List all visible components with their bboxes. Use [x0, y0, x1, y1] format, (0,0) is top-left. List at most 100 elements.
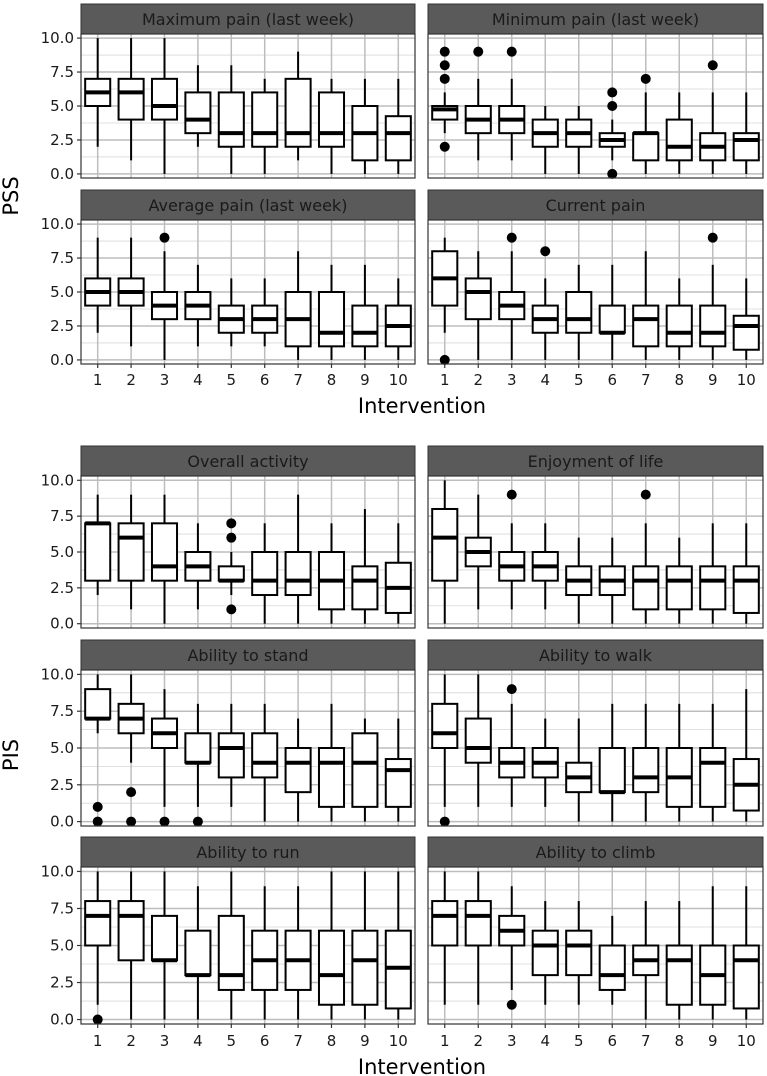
- box-9: [351, 718, 379, 822]
- box-iqr: [431, 702, 459, 750]
- y-tick-label: 7.5: [50, 249, 74, 267]
- facet-panel: Ability to walk: [427, 639, 764, 827]
- box-1: [431, 871, 459, 1005]
- y-tick-label: 5.0: [50, 543, 74, 561]
- y-axis-title: PSS: [0, 176, 23, 215]
- box-9: [351, 78, 379, 174]
- x-tick-label: 9: [708, 1032, 718, 1050]
- x-tick-label: 3: [160, 371, 170, 389]
- box-iqr: [150, 77, 179, 121]
- y-tick-label: 7.5: [50, 899, 74, 917]
- box-iqr: [732, 944, 760, 1010]
- outlier-point: [439, 60, 450, 71]
- x-tick-label: 10: [389, 371, 408, 389]
- box-7: [632, 901, 660, 1020]
- x-tick-label: 5: [574, 371, 584, 389]
- x-tick-label: 5: [227, 371, 237, 389]
- facet-panel: Ability to stand 0.0 2.5 5.0 7.5 10.0: [41, 639, 416, 831]
- box-6: [598, 915, 626, 1005]
- box-iqr: [565, 291, 593, 334]
- box-iqr: [351, 304, 379, 348]
- box-iqr: [84, 688, 112, 720]
- x-axis-title: Intervention: [358, 1055, 486, 1076]
- outlier-point: [640, 73, 651, 84]
- box-6: [598, 537, 626, 624]
- box-9: [351, 508, 379, 624]
- box-3: [498, 489, 526, 610]
- panel-border: [427, 475, 764, 629]
- y-tick-label: 2.5: [50, 974, 74, 992]
- outlier-point: [540, 246, 551, 257]
- x-tick-label: 5: [574, 1032, 584, 1050]
- box-iqr: [699, 304, 727, 348]
- box-iqr: [351, 565, 379, 611]
- outlier-point: [707, 232, 718, 243]
- facet-strip: [80, 639, 416, 671]
- facet-title: Minimum pain (last week): [492, 10, 699, 29]
- box-1: [431, 480, 459, 624]
- box-9: [699, 60, 727, 174]
- box-9: [699, 886, 727, 1020]
- panel-border: [427, 33, 764, 179]
- outlier-point: [506, 46, 517, 57]
- y-tick-label: 5.0: [50, 739, 74, 757]
- outlier-point: [439, 816, 450, 827]
- facet-title: Overall activity: [187, 452, 308, 471]
- box-2: [464, 674, 492, 807]
- box-4: [184, 523, 212, 610]
- box-1: [84, 237, 112, 333]
- box-1: [431, 237, 459, 365]
- box-10: [384, 871, 412, 1020]
- facet-panel: Ability to climb 1 2 3 4 5 6 7 8 9 10: [427, 836, 764, 1050]
- box-3: [498, 886, 526, 1010]
- outlier-point: [607, 87, 618, 98]
- box-iqr: [217, 91, 245, 148]
- box-iqr: [732, 314, 760, 351]
- outlier-point: [506, 684, 517, 695]
- facet-strip: [80, 836, 416, 868]
- x-tick-label: 2: [126, 371, 136, 389]
- y-tick-label: 2.5: [50, 776, 74, 794]
- box-10: [732, 689, 760, 822]
- box-8: [317, 264, 346, 360]
- box-9: [351, 871, 379, 1020]
- box-iqr: [732, 565, 760, 614]
- box-3: [498, 684, 526, 807]
- box-10: [384, 523, 412, 624]
- y-tick-label: 7.5: [50, 702, 74, 720]
- outlier-point: [192, 816, 203, 827]
- box-iqr: [699, 565, 727, 611]
- y-tick-label: 0.0: [50, 165, 74, 183]
- outlier-point: [126, 787, 137, 798]
- box-4: [531, 106, 559, 174]
- outlier-point: [707, 60, 718, 71]
- y-tick-label: 0.0: [50, 615, 74, 633]
- box-iqr: [284, 551, 312, 597]
- x-tick-label: 8: [674, 371, 684, 389]
- outlier-point: [226, 518, 237, 529]
- x-tick-label: 1: [440, 1032, 450, 1050]
- outlier-point: [439, 354, 450, 365]
- facet-strip: [427, 639, 764, 671]
- box-iqr: [464, 900, 492, 947]
- box-6: [251, 523, 279, 624]
- box-5: [217, 871, 245, 1020]
- box-iqr: [632, 747, 660, 794]
- x-tick-label: 10: [389, 1032, 408, 1050]
- x-axis-title: Intervention: [358, 394, 486, 418]
- facet-title: Ability to walk: [539, 646, 653, 665]
- box-iqr: [598, 944, 626, 991]
- box-10: [384, 278, 412, 360]
- box-iqr: [317, 747, 346, 808]
- box-iqr: [84, 900, 112, 947]
- box-10: [732, 523, 760, 624]
- x-tick-label: 9: [708, 371, 718, 389]
- box-iqr: [598, 304, 626, 334]
- x-tick-label: 8: [327, 1032, 337, 1050]
- outlier-point: [640, 489, 651, 500]
- box-7: [632, 73, 660, 174]
- box-iqr: [732, 132, 760, 162]
- box-iqr: [565, 929, 593, 977]
- x-tick-label: 1: [440, 371, 450, 389]
- box-3: [150, 689, 179, 827]
